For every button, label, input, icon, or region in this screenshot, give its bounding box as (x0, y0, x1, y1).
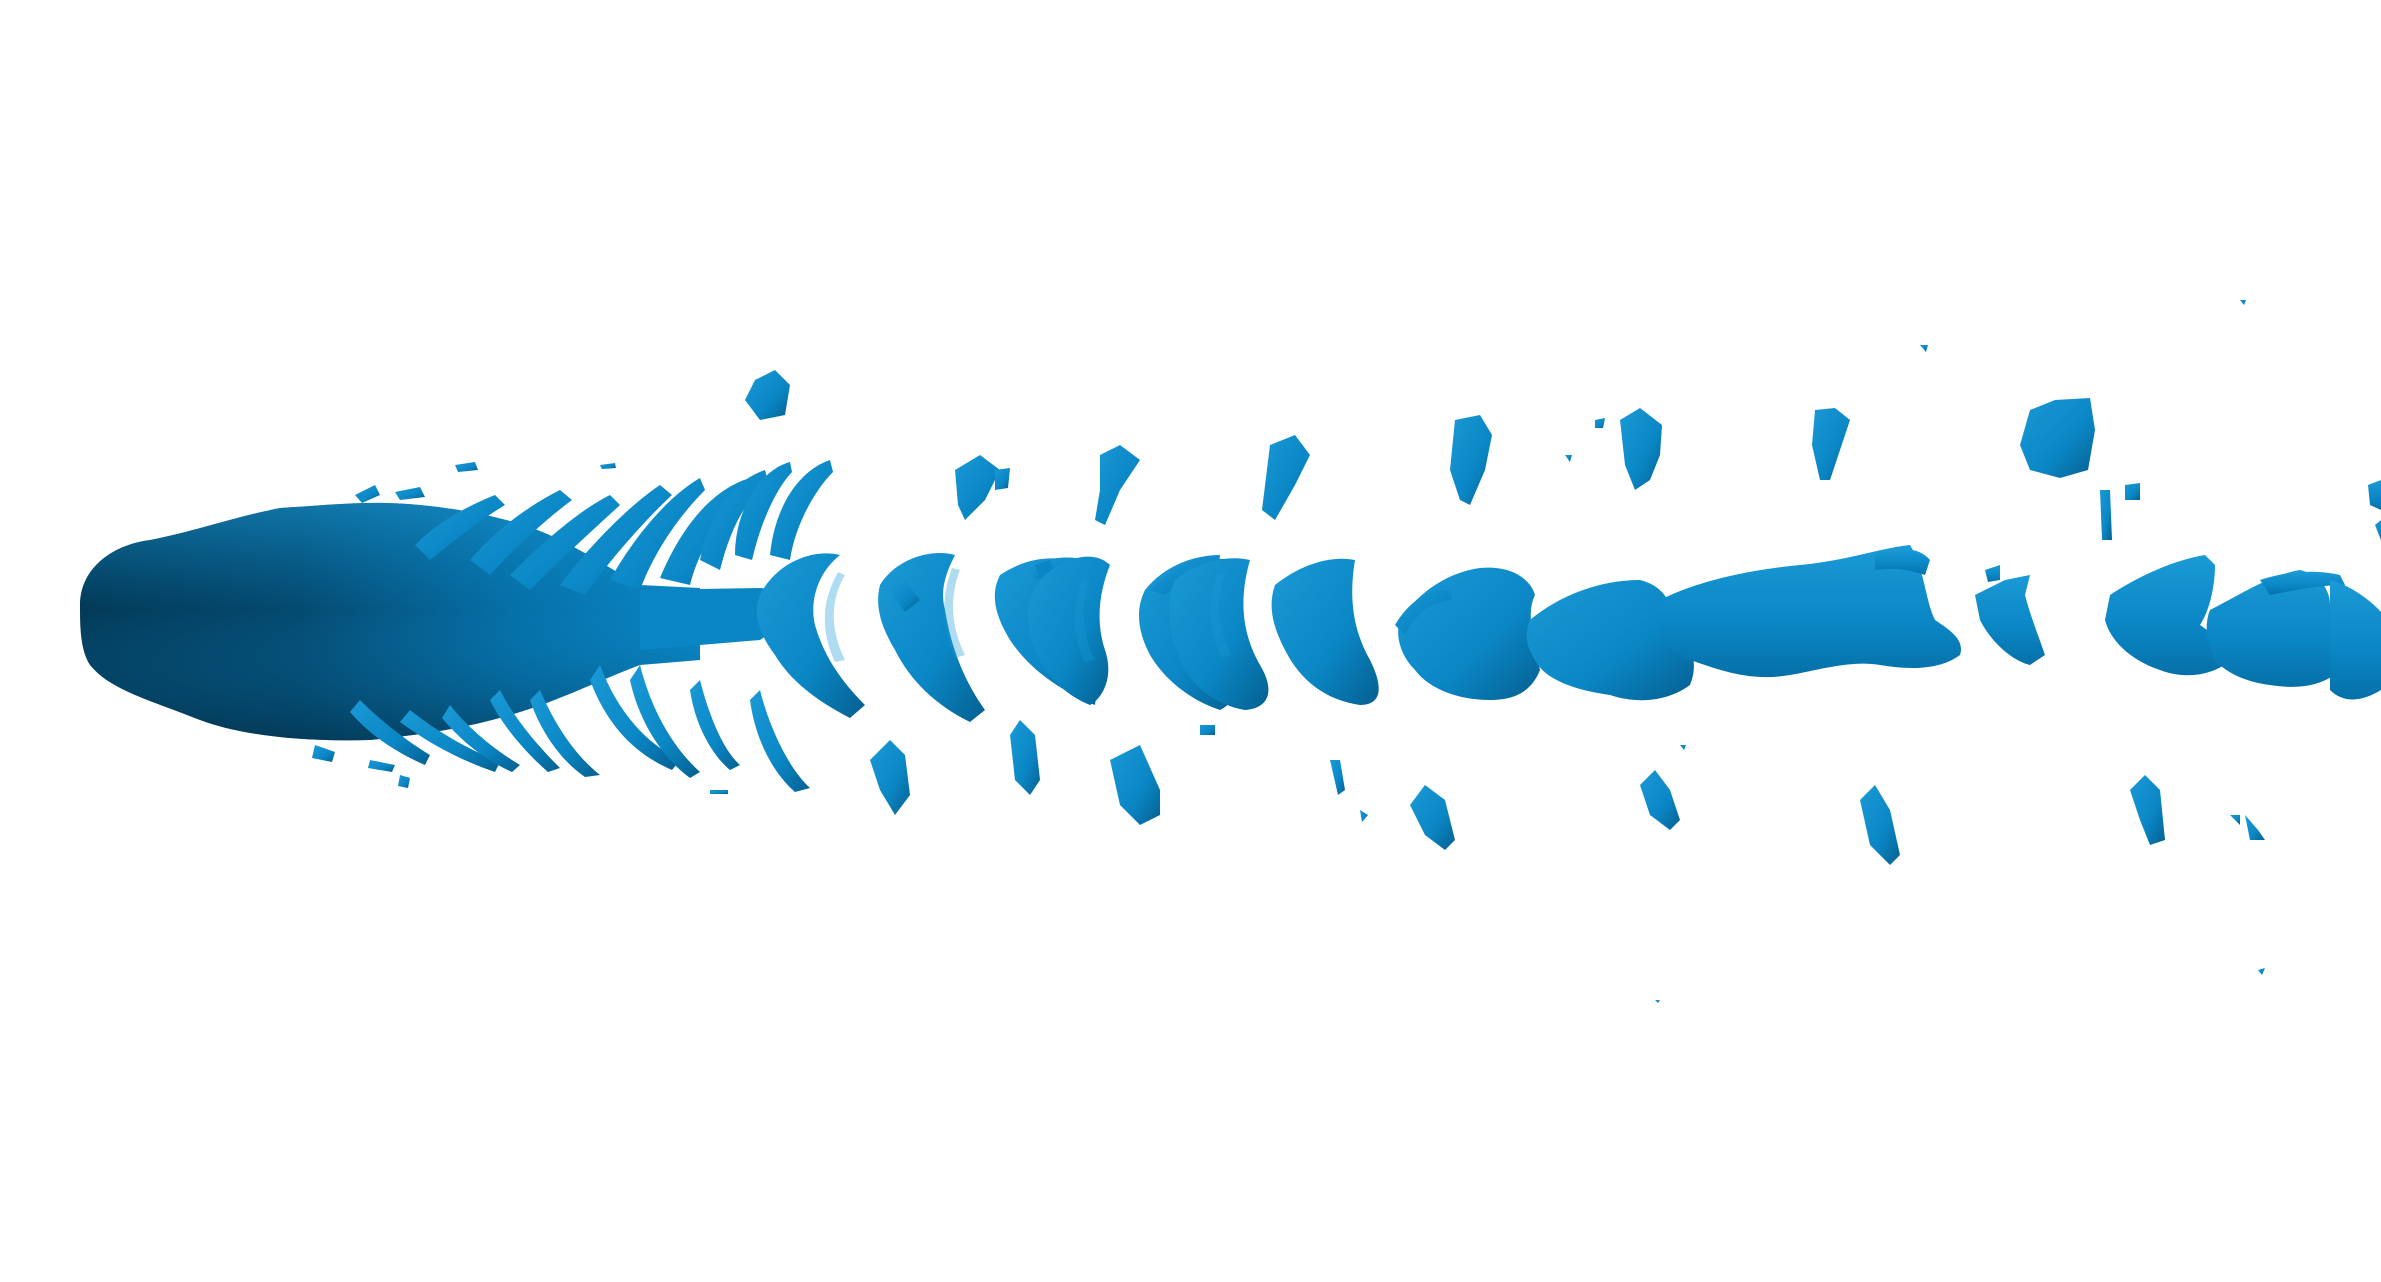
lower-blobs (870, 720, 2265, 1003)
vortex-crescents (757, 553, 1694, 722)
vortex-tail (1657, 480, 2381, 699)
upper-blobs (745, 300, 2246, 540)
